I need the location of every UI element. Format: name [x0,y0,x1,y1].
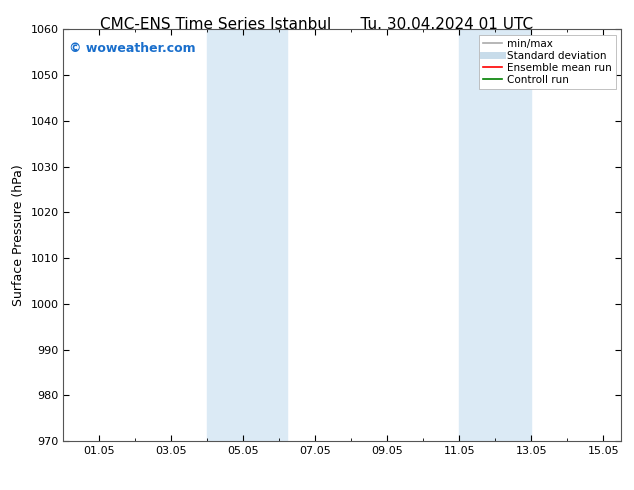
Text: CMC-ENS Time Series Istanbul      Tu. 30.04.2024 01 UTC: CMC-ENS Time Series Istanbul Tu. 30.04.2… [100,17,534,32]
Text: © woweather.com: © woweather.com [69,42,196,55]
Y-axis label: Surface Pressure (hPa): Surface Pressure (hPa) [12,164,25,306]
Bar [460,29,495,441]
Bar [495,29,531,441]
Legend: min/max, Standard deviation, Ensemble mean run, Controll run: min/max, Standard deviation, Ensemble me… [479,35,616,89]
Bar [207,29,243,441]
Bar [243,29,287,441]
